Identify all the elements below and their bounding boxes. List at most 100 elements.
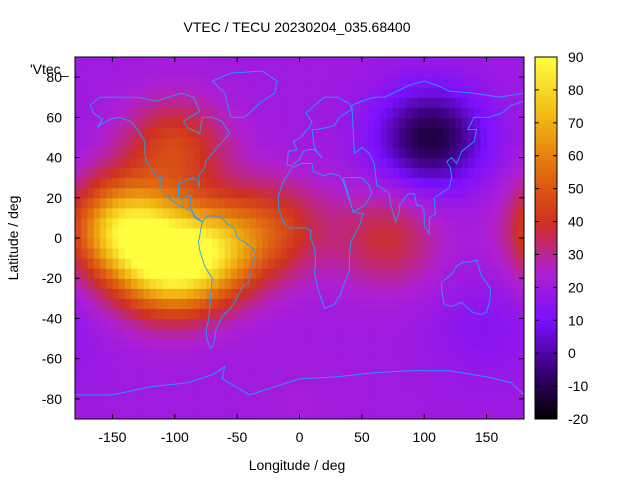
heatmap-cell (168, 248, 176, 259)
heatmap-cell (230, 348, 238, 360)
heatmap-cell (505, 207, 513, 219)
heatmap-cell (106, 67, 114, 78)
heatmap-cell (355, 268, 363, 279)
heatmap-cell (181, 57, 188, 68)
heatmap-cell (517, 67, 524, 78)
heatmap-cell (405, 57, 413, 68)
heatmap-cell (93, 197, 101, 209)
heatmap-cell (218, 67, 226, 78)
heatmap-cell (486, 328, 494, 340)
chart-title: VTEC / TECU 20230204_035.68400 (183, 19, 410, 35)
heatmap-cell (436, 157, 444, 169)
heatmap-cell (224, 77, 232, 88)
heatmap-cell (393, 368, 400, 380)
heatmap-cell (386, 167, 394, 179)
heatmap-cell (293, 388, 301, 400)
heatmap-cell (299, 117, 307, 128)
heatmap-cell (287, 187, 294, 199)
heatmap-cell (143, 318, 151, 330)
heatmap-cell (517, 248, 524, 259)
heatmap-cell (405, 227, 413, 239)
heatmap-cell (118, 177, 126, 189)
heatmap-cell (299, 358, 307, 370)
heatmap-cell (492, 248, 500, 259)
heatmap-cell (124, 177, 132, 189)
heatmap-cell (174, 388, 182, 400)
heatmap-cell (442, 358, 450, 370)
heatmap-cell (162, 368, 170, 380)
heatmap-cell (517, 338, 524, 350)
heatmap-cell (343, 388, 350, 400)
heatmap-cell (156, 258, 163, 269)
heatmap-cell (442, 258, 450, 269)
heatmap-cell (343, 328, 350, 340)
heatmap-cell (449, 77, 457, 88)
heatmap-cell (280, 197, 288, 209)
heatmap-cell (168, 197, 176, 209)
heatmap-cell (442, 217, 450, 229)
heatmap-cell (393, 388, 400, 400)
heatmap-cell (380, 207, 388, 219)
heatmap-cell (474, 207, 481, 219)
colorbar-tick-label: 80 (568, 82, 584, 98)
heatmap-cell (149, 248, 157, 259)
heatmap-cell (193, 288, 201, 299)
heatmap-cell (480, 278, 488, 289)
heatmap-cell (262, 87, 269, 98)
heatmap-cell (368, 288, 375, 299)
heatmap-cell (430, 318, 438, 330)
heatmap-cell (81, 167, 89, 179)
heatmap-cell (299, 318, 307, 330)
heatmap-cell (199, 258, 207, 269)
heatmap-cell (517, 177, 524, 189)
heatmap-cell (87, 117, 95, 128)
heatmap-cell (193, 268, 201, 279)
heatmap-cell (243, 298, 251, 309)
heatmap-cell (330, 217, 338, 229)
heatmap-cell (411, 177, 419, 189)
heatmap-cell (355, 157, 363, 169)
heatmap-cell (474, 348, 481, 360)
heatmap-cell (230, 388, 238, 400)
heatmap-cell (237, 388, 244, 400)
heatmap-cell (492, 97, 500, 108)
heatmap-cell (193, 67, 201, 78)
heatmap-cell (324, 278, 332, 289)
heatmap-cell (149, 137, 157, 149)
heatmap-cell (517, 127, 524, 139)
heatmap-cell (417, 248, 425, 259)
heatmap-cell (499, 127, 506, 139)
heatmap-cell (199, 308, 207, 320)
heatmap-cell (461, 358, 469, 370)
heatmap-cell (318, 67, 326, 78)
heatmap-cell (199, 97, 207, 108)
heatmap-cell (274, 137, 282, 149)
heatmap-cell (162, 358, 170, 370)
heatmap-cell (343, 207, 350, 219)
heatmap-cell (193, 217, 201, 229)
heatmap-cell (517, 157, 524, 169)
colorbar-segment (535, 386, 557, 390)
heatmap-cell (112, 368, 120, 380)
heatmap-cell (106, 298, 114, 309)
heatmap-cell (181, 207, 188, 219)
heatmap-cell (174, 308, 182, 320)
heatmap-cell (131, 167, 138, 179)
heatmap-cell (137, 57, 145, 68)
heatmap-cell (492, 368, 500, 380)
heatmap-cell (99, 217, 107, 229)
x-tick-label: 0 (296, 429, 304, 445)
heatmap-cell (405, 308, 413, 320)
heatmap-cell (336, 87, 344, 98)
colorbar-segment (535, 109, 557, 114)
heatmap-cell (268, 268, 276, 279)
heatmap-cell (436, 278, 444, 289)
heatmap-cell (187, 268, 195, 279)
heatmap-cell (262, 388, 269, 400)
heatmap-cell (124, 157, 132, 169)
heatmap-cell (374, 358, 382, 370)
heatmap-cell (181, 227, 188, 239)
heatmap-cell (124, 288, 132, 299)
colorbar-segment (535, 290, 557, 295)
heatmap-cell (162, 217, 170, 229)
